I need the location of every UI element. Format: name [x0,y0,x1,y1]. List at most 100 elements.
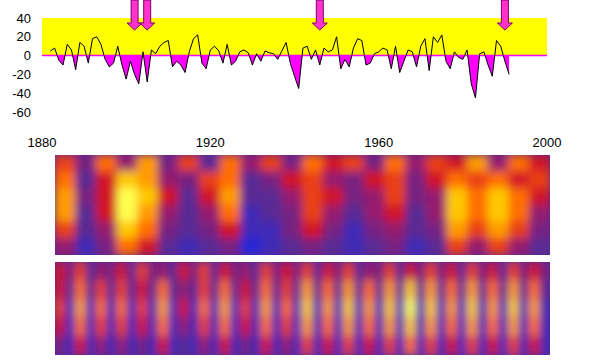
heatmap-cell [116,188,138,206]
heatmap-cell [529,155,550,172]
heatmap-cell [333,299,344,319]
heatmap-cell [312,262,323,281]
heatmap-cell [488,280,499,300]
heatmap-cell [457,336,468,355]
heatmap-cell [405,238,427,255]
heatmap-cell [385,317,396,337]
heatmap-cell [385,205,407,223]
heatmap-cell [281,221,303,239]
heatmap-cell [158,238,180,255]
heatmap-cell [446,188,468,206]
heatmap-cell [415,280,426,300]
heatmap-cell [85,336,96,355]
heatmap-cell [364,188,386,206]
heatmap-cell [508,155,530,172]
heatmap-cell [158,188,180,206]
heatmap-cell [467,171,489,189]
plot-area [42,18,547,98]
heatmap-cell [96,205,118,223]
heatmap-cell [96,171,118,189]
heatmap-cell [323,155,345,172]
heatmap-cell [446,299,457,319]
heatmap-cell [230,262,241,281]
heatmap-cell [127,317,138,337]
heatmap-cell [85,262,96,281]
heatmap-cell [457,317,468,337]
heatmap-cell [189,299,200,319]
heatmap-cell [539,299,550,319]
heatmap-cell [467,262,478,281]
heatmap-cell [405,280,416,300]
heatmap-cell [116,280,127,300]
heatmap-cell [467,280,478,300]
heatmap-cell [529,188,550,206]
heatmap-cell [374,299,385,319]
heatmap-cell [343,205,365,223]
heatmap-cell [508,262,519,281]
heatmap-cell [374,280,385,300]
heatmap-cell [281,188,303,206]
heatmap-cell [508,205,530,223]
heatmap-cell [292,317,303,337]
heatmap-cell [312,299,323,319]
heatmap-cell [385,221,407,239]
heatmap-cell [158,336,169,355]
heatmap-cell [127,336,138,355]
negative-fill-group [50,56,509,98]
heatmap-cell [529,205,550,223]
heatmap-cell [240,299,251,319]
heatmap-cell [488,336,499,355]
heatmap-cell [261,155,283,172]
heatmap-cell [209,317,220,337]
heatmap-cell [250,317,261,337]
heatmap-cell [209,299,220,319]
heatmap-cell [302,317,313,337]
heatmap-cell [147,280,158,300]
heatmap-cell [178,155,200,172]
heatmap-cell [364,317,375,337]
heatmap-cell [75,317,86,337]
heatmap-cells [55,262,550,355]
heatmap-cell [137,188,159,206]
heatmap-cell [508,188,530,206]
heatmap-cell [292,299,303,319]
heatmap-cell [158,280,169,300]
heatmap-cell [75,336,86,355]
heatmap-cell [529,262,540,281]
x-tick-label: 1960 [364,135,393,150]
heatmap-cell [519,262,530,281]
heatmap-cell [199,238,221,255]
heatmap-cell [323,221,345,239]
heatmap-cell [292,336,303,355]
heatmap-cell [333,336,344,355]
heatmap-cell [168,299,179,319]
heatmap-cell [343,171,365,189]
heatmap-cell [75,221,97,239]
heatmap-cell [261,238,283,255]
heatmap-cell [240,280,251,300]
heatmap-cell [436,299,447,319]
heatmap-cell [75,238,97,255]
heatmap-cell [220,221,242,239]
figure: -60-40-20020401880192019602000 [0,0,600,362]
heatmap-cell [178,280,189,300]
heatmap-cell [127,280,138,300]
heatmap-cell [426,188,448,206]
heatmap-cell [240,336,251,355]
heatmap-cell [261,336,272,355]
heatmap-cell [137,299,148,319]
heatmap-cell [75,188,97,206]
heatmap-cell [426,262,437,281]
heatmap-cell [446,262,457,281]
heatmap-cell [364,205,386,223]
heatmap-cell [426,221,448,239]
heatmap-cell [230,336,241,355]
heatmap-cell [271,317,282,337]
heatmap-cell [116,299,127,319]
heatmap-cell [519,336,530,355]
heatmap-cell [75,262,86,281]
heatmap-cell [189,280,200,300]
heatmap-cell [374,336,385,355]
heatmap-cell [323,299,334,319]
heatmap-cell [426,171,448,189]
